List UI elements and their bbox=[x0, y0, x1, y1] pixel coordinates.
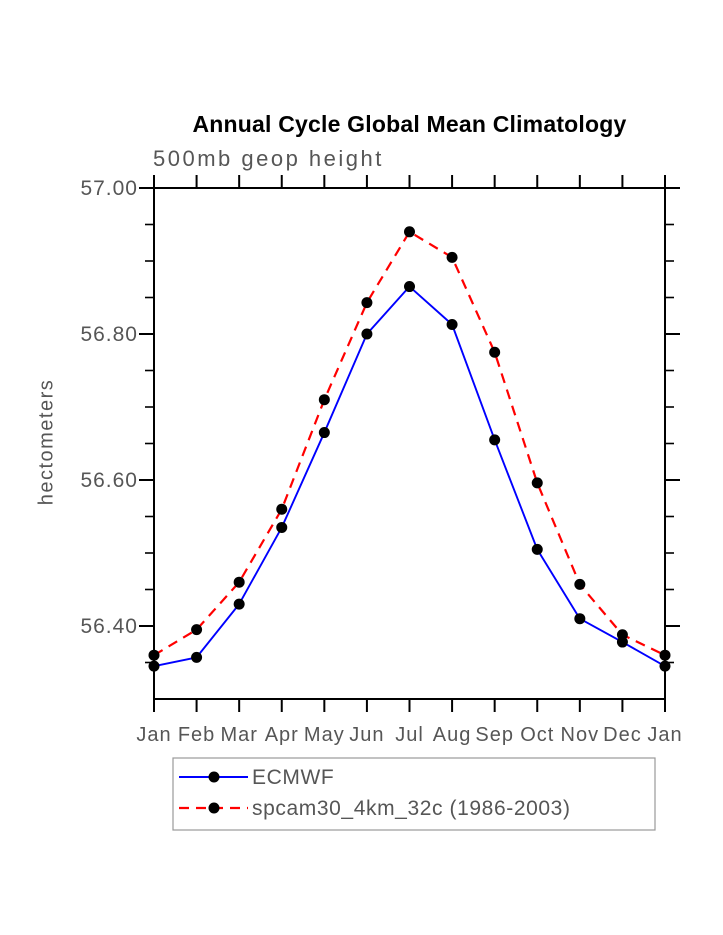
ecmwf-data-point-marker bbox=[489, 434, 501, 446]
x-axis-label: Apr bbox=[265, 724, 299, 746]
chart-title: Annual Cycle Global Mean Climatology bbox=[192, 111, 627, 137]
x-axis-label: Feb bbox=[178, 724, 215, 746]
x-axis-label: Oct bbox=[520, 724, 554, 746]
y-axis-label: 56.60 bbox=[80, 469, 138, 492]
spcam-data-point-marker bbox=[659, 649, 671, 661]
ecmwf-data-point-marker bbox=[318, 427, 330, 439]
ecmwf-data-point-marker bbox=[361, 328, 373, 340]
x-axis-label: Jul bbox=[395, 724, 424, 746]
legend-marker-spcam bbox=[208, 802, 220, 814]
x-axis-label: Jan bbox=[647, 724, 682, 746]
spcam-data-point-marker bbox=[191, 624, 203, 636]
series-layer bbox=[148, 226, 671, 672]
spcam-data-point-marker bbox=[233, 576, 245, 588]
ecmwf-data-point-marker bbox=[404, 281, 415, 293]
x-axis-label: May bbox=[304, 724, 345, 746]
ecmwf-data-point-marker bbox=[233, 598, 245, 610]
x-axis-label: Nov bbox=[561, 724, 600, 746]
spcam-data-point-marker bbox=[616, 629, 628, 641]
x-axis-label: Mar bbox=[220, 724, 257, 746]
ecmwf-data-point-marker bbox=[574, 613, 586, 625]
x-axis-label: Sep bbox=[475, 724, 514, 746]
axes-layer: Jan Feb Mar Apr May Jun Jul Aug Sep Oct Nov Dec Jan5… bbox=[80, 175, 682, 746]
spcam-data-point-marker bbox=[531, 477, 543, 489]
spcam-data-point-marker bbox=[446, 251, 458, 263]
legend-box bbox=[172, 757, 656, 831]
legend-marker-ecmwf bbox=[208, 771, 220, 783]
spcam-data-point-marker bbox=[148, 649, 160, 661]
x-axis-label: Dec bbox=[603, 724, 642, 746]
ecmwf-line bbox=[153, 285, 666, 668]
y-axis-label: 56.40 bbox=[80, 615, 138, 638]
ecmwf-data-point-marker bbox=[148, 660, 160, 672]
spcam-data-point-marker bbox=[276, 503, 288, 515]
ecmwf-data-point-marker bbox=[659, 660, 671, 672]
spcam-data-point-marker bbox=[489, 346, 501, 358]
ecmwf-data-point-marker bbox=[531, 543, 543, 555]
spcam-data-point-marker bbox=[404, 226, 415, 238]
chart-subtitle: 500mb geop height bbox=[153, 146, 384, 171]
x-axis-label: Aug bbox=[433, 724, 472, 746]
legend-label-spcam: spcam30_4km_32c (1986-2003) bbox=[252, 797, 571, 820]
spcam-data-point-marker bbox=[318, 394, 330, 406]
legend-label-ecmwf: ECMWF bbox=[252, 766, 334, 789]
spcam-data-point-marker bbox=[361, 297, 373, 309]
ecmwf-data-point-marker bbox=[276, 521, 288, 533]
spcam-line bbox=[153, 230, 666, 657]
y-axis-label: 56.80 bbox=[80, 323, 138, 346]
y-axis-label: 57.00 bbox=[80, 177, 138, 200]
spcam-data-point-marker bbox=[574, 578, 586, 590]
ecmwf-data-point-marker bbox=[191, 651, 203, 663]
x-axis-label: Jan bbox=[136, 724, 171, 746]
ecmwf-data-point-marker bbox=[446, 319, 458, 331]
x-axis-label: Jun bbox=[349, 724, 384, 746]
legend: ECMWF spcam30_4km_32c (1986-2003) bbox=[172, 757, 656, 831]
